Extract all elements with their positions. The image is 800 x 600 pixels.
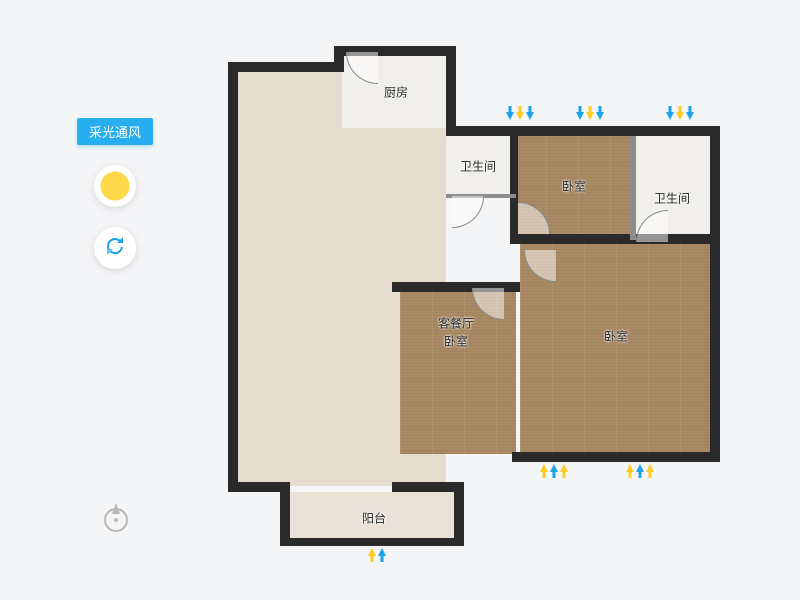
- refresh-button[interactable]: [94, 227, 136, 269]
- vent-arrows: [576, 106, 604, 120]
- ext-wall: [510, 234, 720, 244]
- ext-wall: [228, 62, 344, 72]
- vent-arrows: [506, 106, 534, 120]
- refresh-icon: [103, 234, 127, 263]
- ext-wall: [446, 46, 456, 134]
- vent-arrows: [666, 106, 694, 120]
- ext-wall: [512, 452, 720, 462]
- ext-wall: [510, 136, 518, 242]
- vent-arrows: [368, 548, 386, 562]
- lighting-ventilation-badge: 采光通风: [77, 118, 153, 145]
- ext-wall: [446, 126, 720, 136]
- vent-arrows: [626, 464, 654, 478]
- int-wall: [630, 136, 636, 240]
- ext-wall: [710, 126, 720, 462]
- floorplan: 厨房 卫生间 卧室 卫生间 客餐厅 卧室 卧室 阳台: [224, 32, 723, 562]
- ext-wall: [228, 482, 288, 492]
- compass-icon: [98, 500, 134, 536]
- room-bath-1: [446, 136, 512, 196]
- vent-arrows: [540, 464, 568, 478]
- controls-panel: 采光通风: [70, 118, 160, 289]
- sun-button[interactable]: [94, 165, 136, 207]
- sun-icon: [101, 172, 129, 200]
- ext-wall: [280, 538, 464, 546]
- ext-wall: [392, 482, 464, 492]
- ext-wall: [228, 62, 238, 490]
- room-balcony: [286, 492, 462, 542]
- door-arc: [452, 196, 484, 228]
